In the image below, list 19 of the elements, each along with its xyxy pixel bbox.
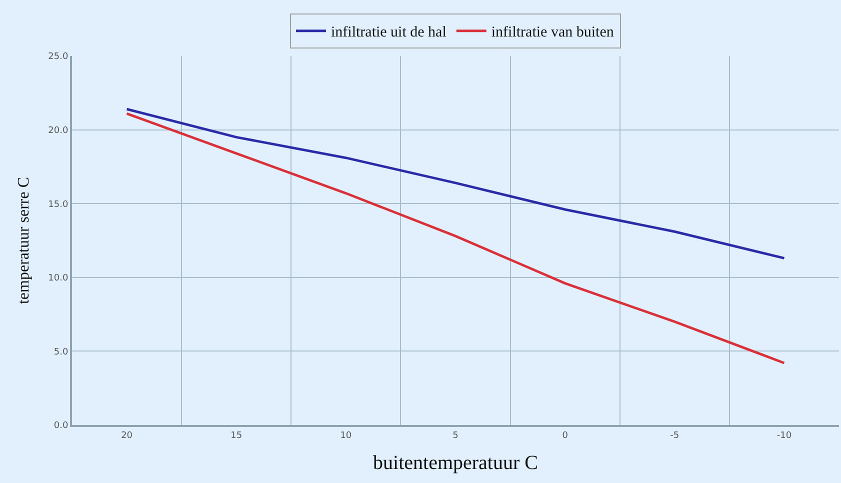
x-tick-label: 5 [452, 430, 458, 441]
y-tick-label: 15.0 [48, 200, 68, 210]
legend-label: infiltratie van buiten [491, 24, 614, 41]
y-tick-label: 10.0 [48, 274, 68, 284]
y-tick-label: 25.0 [48, 52, 68, 62]
y-tick-label: 0.0 [54, 421, 68, 432]
y-tick-label: 20.0 [48, 126, 68, 136]
x-tick-label: 20 [121, 430, 133, 441]
y-tick-label: 5.0 [54, 347, 68, 358]
legend-label: infiltratie uit de hal [331, 24, 446, 41]
line-series [126, 112, 786, 364]
x-tick-label: 15 [230, 430, 242, 441]
x-tick-label: -5 [670, 430, 680, 441]
x-tick-label: 10 [340, 430, 352, 441]
y-axis-title: temperatuur serre C [16, 176, 33, 304]
x-tick-label: 0 [562, 430, 568, 441]
x-axis-title: buitentemperatuur C [373, 452, 538, 474]
line-series [126, 108, 786, 260]
x-tick-label: -10 [776, 430, 792, 441]
